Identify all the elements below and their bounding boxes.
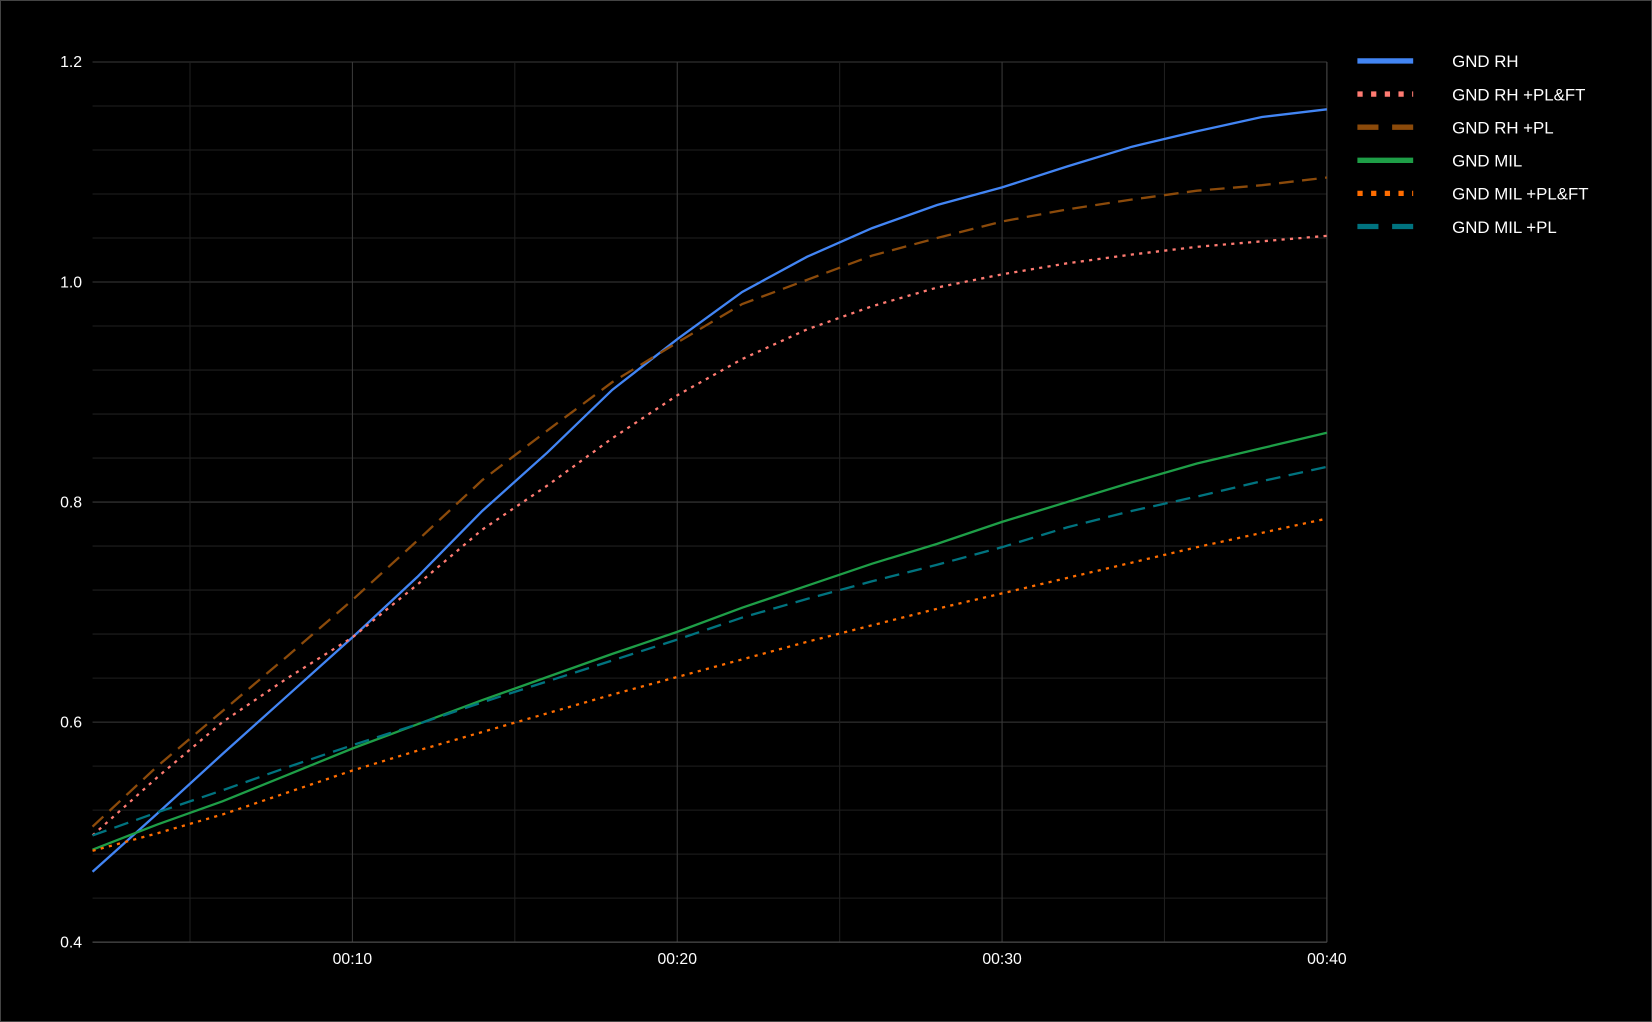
legend: GND RH GND RH +PL&FT GND RH +PL GND MIL GND … [1357,52,1589,237]
legend-label: GND MIL [1452,152,1522,171]
legend-label: GND RH +PL [1452,119,1554,138]
series-line-gnd-mil-pl [92,465,1328,837]
axes: 0.4 0.6 0.8 1.0 1.2 00:10 00:20 00:30 00:40 [60,54,1347,968]
series-line-gnd-rh-pl [91,176,1328,828]
y-tick-label: 1.0 [60,274,82,291]
series-line-gnd-mil-pl-ft [92,517,1328,852]
x-tick-label: 00:10 [333,951,373,968]
grid [92,61,1328,943]
legend-label: GND MIL +PL&FT [1452,185,1588,204]
x-tick-label: 00:40 [1307,951,1347,968]
y-tick-label: 0.8 [60,494,82,511]
y-tick-label: 1.2 [60,54,82,71]
x-tick-label: 00:20 [658,951,698,968]
y-tick-label: 0.6 [60,714,82,731]
series-line-gnd-mil [92,431,1328,851]
series-line-gnd-rh [91,108,1328,873]
y-tick-label: 0.4 [60,934,82,951]
legend-label: GND MIL +PL [1452,218,1557,237]
legend-label: GND RH [1452,52,1518,71]
legend-label: GND RH +PL&FT [1452,85,1585,104]
series-line-gnd-rh-pl-ft [91,234,1327,837]
x-tick-label: 00:30 [982,951,1022,968]
series-lines [91,108,1328,873]
